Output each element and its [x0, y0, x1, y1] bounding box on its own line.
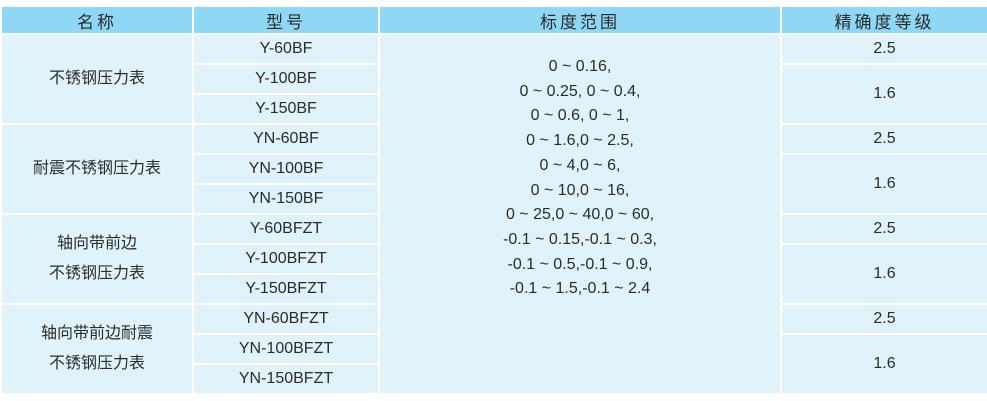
range-line: -0.1 ~ 0.5,-0.1 ~ 0.9, [507, 255, 653, 273]
accuracy-cell: 1.6 [780, 243, 987, 305]
model-cell: Y-150BFZT [192, 273, 380, 305]
accuracy-cell: 2.5 [780, 123, 987, 155]
product-name-cell: 耐震不锈钢压力表 [0, 123, 194, 215]
accuracy-cell: 2.5 [780, 303, 987, 335]
table-row: 轴向带前边 不锈钢压力表 Y-60BFZT 2.5 [0, 213, 987, 305]
range-line: 0 ~ 0.6, 0 ~ 1, [530, 107, 630, 125]
header-name: 名称 [0, 5, 194, 35]
product-name-cell: 轴向带前边耐震 不锈钢压力表 [0, 303, 194, 395]
model-cell: YN-100BFZT [192, 333, 380, 365]
range-line: -0.1 ~ 0.15,-0.1 ~ 0.3, [503, 230, 657, 248]
model-cell: YN-60BF [192, 123, 380, 155]
table-row: Y-100BFZT 1.6 [1, 243, 987, 305]
range-line: 0 ~ 1.6,0 ~ 2.5, [526, 132, 634, 150]
model-cell: Y-60BF [192, 33, 380, 65]
header-range: 标度范围 [378, 5, 782, 35]
table-row: YN-100BF 1.6 [1, 153, 987, 215]
accuracy-cell: 1.6 [780, 63, 987, 125]
model-cell: YN-100BF [192, 153, 380, 185]
table-row: YN-150BFZT [1, 363, 987, 395]
range-line: 0 ~ 10,0 ~ 16, [530, 181, 630, 199]
range-cell: 0 ~ 0.16, 0 ~ 0.25, 0 ~ 0.4, 0 ~ 0.6, 0 ~ … [378, 33, 782, 395]
table-row: Y-150BFZT [1, 273, 987, 305]
range-line: 0 ~ 4,0 ~ 6, [539, 156, 621, 174]
table-row: 轴向带前边耐震 不锈钢压力表 YN-60BFZT 2.5 [0, 303, 987, 395]
product-name-line: 轴向带前边耐震 [40, 325, 153, 342]
table-row: 耐震不锈钢压力表 YN-60BF 2.5 [0, 123, 987, 215]
model-cell: Y-100BF [192, 63, 380, 95]
accuracy-cell: 2.5 [780, 33, 987, 65]
model-cell: YN-150BFZT [192, 363, 380, 395]
product-name-line: 耐震不锈钢压力表 [32, 160, 161, 177]
model-cell: YN-60BFZT [192, 303, 380, 335]
table-row: Y-150BF [1, 93, 987, 125]
product-name-line: 不锈钢压力表 [48, 70, 145, 87]
model-cell: Y-100BFZT [192, 243, 380, 275]
spec-table: 名称 型号 标度范围 精确度等级 不锈钢压力表 Y-60BF 0 ~ 0.16, 0 … [0, 5, 987, 395]
header-model: 型号 [192, 5, 380, 35]
product-name-line: 不锈钢压力表 [48, 355, 145, 372]
accuracy-cell: 1.6 [780, 333, 987, 395]
accuracy-cell: 2.5 [780, 213, 987, 245]
product-name-cell: 轴向带前边不锈钢压力表 [0, 213, 194, 305]
product-name-line: 不锈钢压力表 [48, 265, 145, 282]
header-accuracy: 精确度等级 [780, 5, 987, 35]
range-line: 0 ~ 25,0 ~ 40,0 ~ 60, [505, 206, 655, 224]
header-row: 名称 型号 标度范围 精确度等级 [0, 5, 987, 35]
product-name-line: 轴向带前边 [56, 235, 137, 252]
range-line: -0.1 ~ 1.5,-0.1 ~ 2.4 [509, 280, 651, 298]
product-name-cell: 不锈钢压力表 [0, 33, 194, 125]
model-cell: Y-60BFZT [192, 213, 380, 245]
model-cell: YN-150BF [192, 183, 380, 215]
range-line: 0 ~ 0.25, 0 ~ 0.4, [519, 82, 641, 100]
model-cell: Y-150BF [192, 93, 380, 125]
accuracy-cell: 1.6 [780, 153, 987, 215]
table-row: YN-150BF [1, 183, 987, 215]
table-row: 不锈钢压力表 Y-60BF 0 ~ 0.16, 0 ~ 0.25, 0 ~ 0.4, 0… [0, 33, 987, 395]
range-line: 0 ~ 0.16, [548, 58, 612, 75]
